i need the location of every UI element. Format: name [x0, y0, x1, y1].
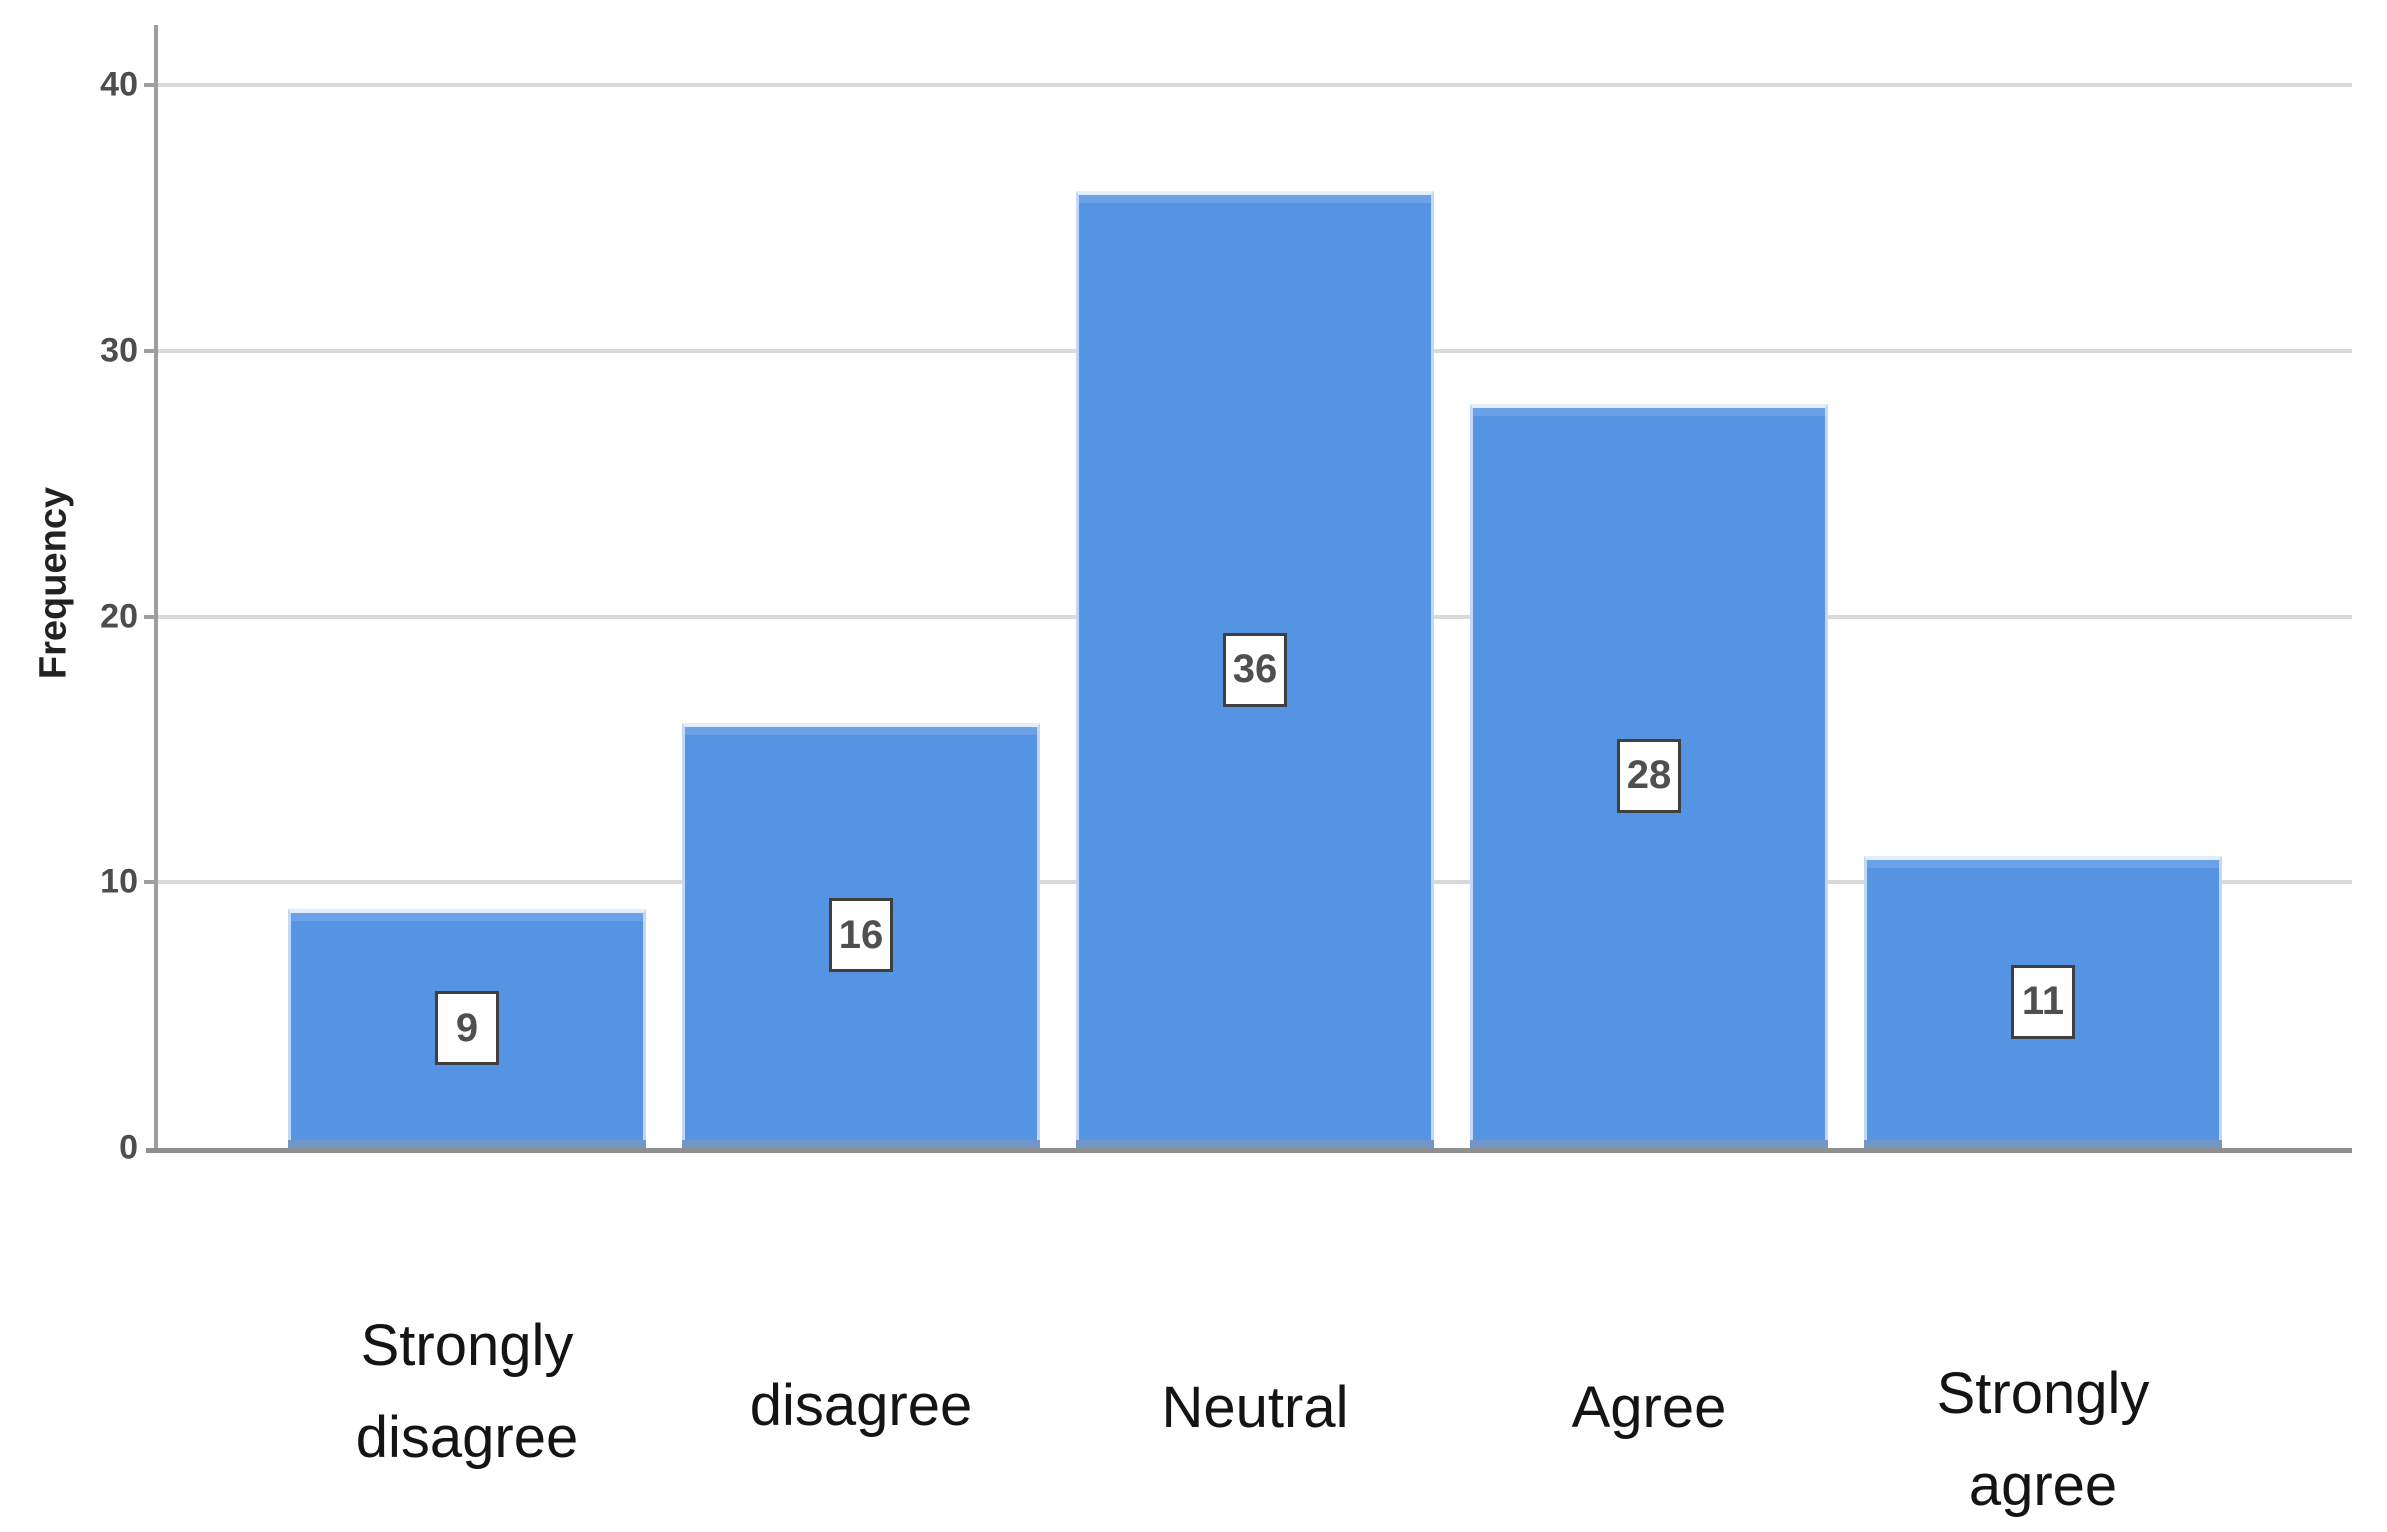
y-tick-mark [144, 880, 158, 885]
bar-value-label: 36 [1223, 632, 1287, 707]
y-axis-line [154, 25, 158, 1151]
bar-value-label: 16 [829, 898, 893, 973]
y-tick-label: 40 [100, 65, 138, 104]
x-axis-label: disagree [749, 1373, 973, 1438]
x-axis-label: Neutral [1161, 1375, 1349, 1440]
y-tick-label: 0 [119, 1128, 138, 1167]
x-axis-label: Strongly agree [1936, 1361, 2150, 1518]
y-tick-label: 30 [100, 331, 138, 370]
y-tick-label: 20 [100, 597, 138, 635]
bar-value-label: 28 [1617, 738, 1681, 813]
x-axis-label: Agree [1571, 1375, 1727, 1440]
gridline-y40 [156, 83, 2352, 87]
y-tick-mark [144, 614, 158, 619]
x-axis-label: Strongly disagree [355, 1313, 579, 1470]
bar-value-label: 9 [435, 991, 499, 1066]
y-tick-label: 10 [100, 862, 138, 901]
y-tick-mark [144, 348, 158, 353]
y-axis-title: Frequency [32, 486, 75, 680]
x-axis-line [146, 1148, 2352, 1153]
bar-value-label: 11 [2011, 964, 2075, 1039]
y-tick-mark [144, 83, 158, 87]
